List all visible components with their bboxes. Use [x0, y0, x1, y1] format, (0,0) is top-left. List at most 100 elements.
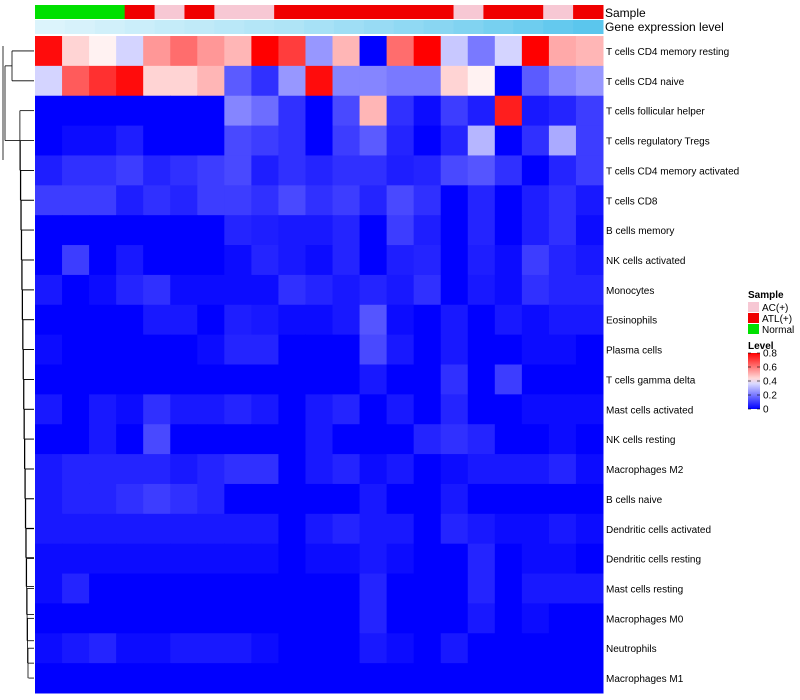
heatmap-cell — [521, 513, 550, 545]
heatmap-cell — [440, 95, 469, 127]
heatmap-cell — [575, 95, 604, 127]
heatmap-cell — [251, 245, 279, 276]
heatmap-cell — [89, 185, 117, 216]
heatmap-cell — [575, 155, 604, 186]
heatmap-cells — [35, 36, 604, 694]
heatmap-cell — [575, 245, 604, 276]
heatmap-cell — [197, 304, 225, 336]
heatmap-cell — [494, 274, 523, 306]
gene-expression-cell — [94, 20, 126, 34]
heatmap-cell — [35, 633, 63, 664]
heatmap-cell — [170, 633, 198, 664]
heatmap-cell — [305, 424, 334, 455]
heatmap-cell — [494, 513, 523, 545]
heatmap-cell — [467, 483, 496, 515]
sample-annotation-label: Sample — [605, 6, 646, 20]
sample-legend-swatch — [748, 313, 759, 323]
heatmap-cell — [170, 36, 198, 67]
heatmap-cell — [386, 364, 415, 395]
heatmap-cell — [278, 633, 306, 664]
heatmap-cell — [197, 483, 225, 515]
heatmap-cell — [548, 633, 577, 664]
gene-expression-cell — [453, 20, 484, 34]
heatmap-cell — [440, 394, 469, 425]
heatmap-cell — [386, 185, 415, 216]
heatmap-cell — [251, 483, 279, 515]
heatmap-cell — [170, 334, 198, 365]
heatmap-cell — [89, 155, 117, 186]
heatmap-cell — [251, 394, 279, 425]
heatmap-cell — [116, 633, 144, 664]
heatmap-cell — [35, 36, 63, 67]
heatmap-cell — [143, 334, 171, 365]
heatmap-cell — [62, 334, 90, 365]
heatmap-cell — [89, 424, 117, 455]
heatmap-cell — [143, 424, 171, 455]
heatmap-cell — [305, 185, 334, 216]
gene-expression-cell — [35, 20, 66, 34]
heatmap-cell — [62, 274, 90, 306]
level-tick-label: 0 — [763, 405, 769, 416]
heatmap-cell — [575, 36, 604, 67]
heatmap-cell — [251, 424, 279, 455]
heatmap-cell — [521, 215, 550, 246]
heatmap-cell — [548, 185, 577, 216]
heatmap-cell — [278, 483, 306, 515]
heatmap-cell — [224, 95, 252, 127]
heatmap-cell — [224, 155, 252, 186]
heatmap-cell — [197, 364, 225, 395]
heatmap-cell — [278, 36, 306, 67]
heatmap-cell — [143, 364, 171, 395]
heatmap-cell — [521, 245, 550, 276]
heatmap-cell — [251, 155, 279, 186]
heatmap-cell — [548, 334, 577, 365]
heatmap-cell — [332, 513, 361, 545]
sample-annotation-cell — [274, 5, 305, 19]
heatmap-cell — [35, 364, 63, 395]
heatmap-cell — [89, 245, 117, 276]
heatmap-cell — [305, 603, 334, 634]
heatmap-cell — [413, 424, 442, 455]
heatmap-cell — [278, 125, 306, 156]
heatmap-cell — [89, 215, 117, 246]
heatmap-cell — [143, 155, 171, 186]
heatmap-cell — [440, 36, 469, 67]
heatmap-cell — [494, 334, 523, 365]
heatmap-cell — [305, 155, 334, 186]
heatmap-cell — [413, 95, 442, 127]
heatmap-cell — [224, 304, 252, 336]
heatmap-cell — [251, 304, 279, 336]
row-label: Dendritic cells resting — [606, 555, 701, 566]
heatmap-cell — [467, 304, 496, 336]
heatmap-cell — [224, 513, 252, 545]
heatmap-cell — [170, 304, 198, 336]
sample-annotation-bar — [35, 5, 604, 19]
heatmap-cell — [197, 513, 225, 545]
heatmap-cell — [494, 125, 523, 156]
gene-expression-cell — [124, 20, 156, 34]
heatmap-cell — [116, 36, 144, 67]
heatmap-cell — [332, 483, 361, 515]
row-labels: T cells CD4 memory resting T cells CD4 na… — [606, 47, 739, 685]
heatmap-cell — [251, 573, 279, 604]
heatmap-cell — [89, 633, 117, 664]
level-legend-ticks: 0.8 0.6 0.4 0.2 0 — [748, 349, 777, 416]
heatmap-cell — [35, 663, 63, 694]
heatmap-cell — [116, 394, 144, 425]
heatmap-cell — [467, 394, 496, 425]
heatmap-cell — [278, 185, 306, 216]
heatmap-cell — [224, 394, 252, 425]
heatmap-cell — [251, 543, 279, 575]
heatmap-cell — [89, 65, 117, 97]
heatmap-cell — [305, 245, 334, 276]
heatmap-cell — [359, 633, 388, 664]
heatmap-cell — [575, 125, 604, 156]
heatmap-cell — [116, 483, 144, 515]
heatmap-cell — [494, 663, 523, 694]
sample-annotation-cell — [333, 5, 365, 19]
heatmap-cell — [62, 633, 90, 664]
heatmap-cell — [62, 364, 90, 395]
heatmap-cell — [89, 36, 117, 67]
heatmap-cell — [467, 274, 496, 306]
heatmap-cell — [386, 663, 415, 694]
